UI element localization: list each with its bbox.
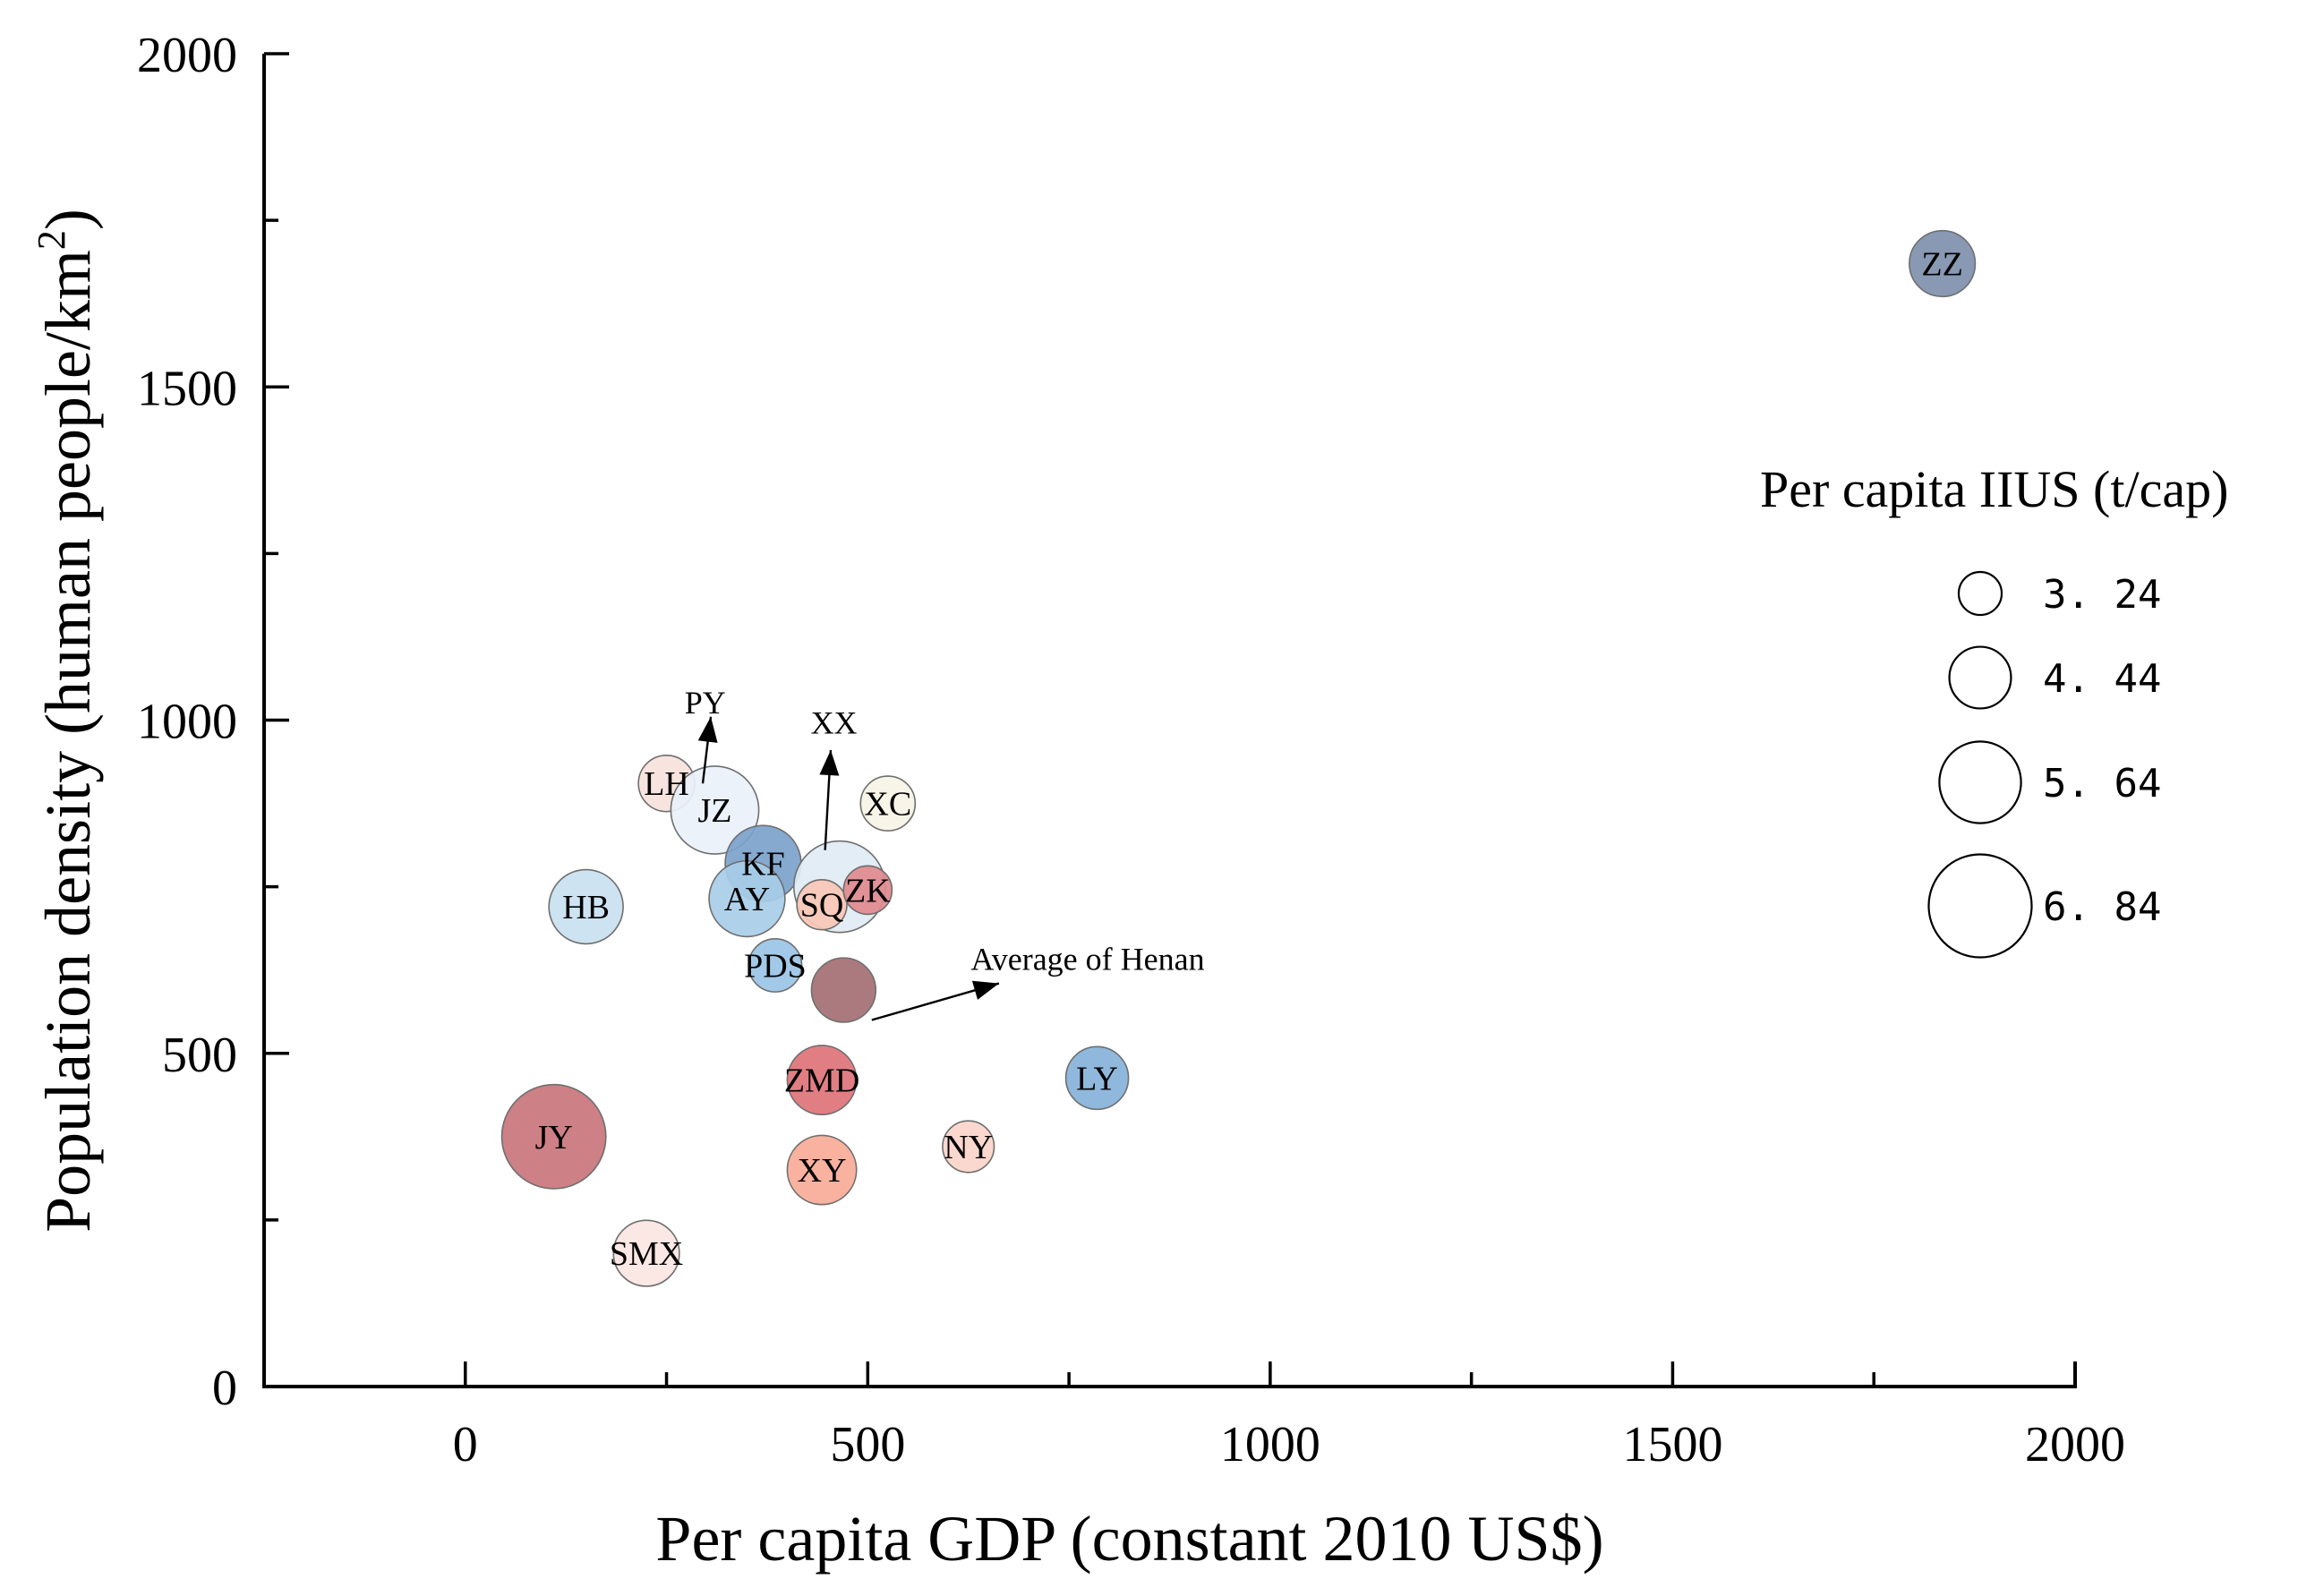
annotation-arrowhead-avg-henan [971, 980, 999, 1000]
annotation-label-xx: XX [811, 704, 858, 740]
bubble-label-ny: NY [944, 1129, 993, 1166]
y-tick-label: 1000 [137, 695, 237, 750]
x-axis-title: Per capita GDP (constant 2010 US$) [655, 1503, 1603, 1575]
y-axis-title: Population density (human people/km2) [30, 209, 104, 1233]
bubble-zmd [786, 1045, 858, 1115]
bubble-label-kf: KF [741, 846, 785, 883]
y-axis-title-main: Population density (human people/km [32, 250, 104, 1233]
legend-circle [1948, 645, 2012, 710]
bubble-hb [548, 868, 624, 945]
annotations-layer: PY XX Average of Henan [685, 685, 1205, 1021]
ticks-layer: 0 500 1000 1500 2000 0 500 1000 1500 2000 [137, 28, 2125, 1472]
bubble-label-xy: XY [798, 1152, 847, 1190]
x-tick-label: 0 [453, 1417, 478, 1472]
bubble-label-hb: HB [562, 889, 610, 926]
bubble-ly [1064, 1046, 1130, 1111]
bubble-label-zmd: ZMD [784, 1063, 859, 1100]
legend-items: 3. 24 4. 44 5. 64 6. 84 [1927, 570, 2161, 959]
legend-circle [1938, 740, 2022, 824]
y-tick-label: 0 [212, 1361, 237, 1416]
x-tick-label: 1500 [1622, 1417, 1722, 1472]
bubble-smx [612, 1219, 680, 1287]
y-axis-title-superscript: 2 [30, 230, 73, 250]
bubble-label-smx: SMX [610, 1235, 683, 1273]
bubble-label-jy: JY [535, 1119, 573, 1156]
bubble-ay [708, 859, 786, 938]
legend-value: 3. 24 [2043, 572, 2161, 618]
size-legend: Per capita IIUS (t/cap) 3. 24 4. 44 5. 64 6… [1760, 460, 2228, 959]
y-tick-label: 2000 [137, 28, 237, 83]
bubble-sq [796, 879, 848, 931]
bubble-pds [747, 938, 803, 993]
bubble-label-sq: SQ [800, 887, 844, 925]
y-tick-label: 1500 [137, 361, 237, 416]
bubble-label-ly: LY [1076, 1060, 1118, 1097]
legend-circle [1927, 853, 2033, 959]
annotation-label-py: PY [685, 685, 726, 721]
legend-value: 4. 44 [2043, 656, 2161, 702]
legend-value: 5. 64 [2043, 761, 2161, 807]
legend-value: 6. 84 [2043, 884, 2161, 930]
bubble-label-pds: PDS [744, 947, 807, 985]
x-tick-label: 500 [830, 1417, 905, 1472]
bubbles-layer [500, 229, 1977, 1287]
legend-circle [1957, 570, 2003, 617]
y-tick-label: 500 [162, 1028, 237, 1083]
bubble-jz [670, 765, 760, 855]
bubble-xc [859, 775, 917, 832]
bubble-label-lh: LH [644, 765, 689, 803]
bubble-label-jz: JZ [698, 792, 732, 830]
bubble-xy [786, 1134, 858, 1206]
bubble-label-ay: AY [724, 881, 770, 918]
bubble-avg [810, 957, 877, 1023]
x-tick-label: 1000 [1220, 1417, 1320, 1472]
bubble-zk [842, 865, 893, 916]
annotation-label-avg-henan: Average of Henan [970, 942, 1204, 977]
legend-title: Per capita IIUS (t/cap) [1760, 460, 2228, 518]
axes-layer [262, 54, 2077, 1388]
bubble-label-zk: ZK [845, 872, 891, 909]
bubble-jy [500, 1083, 607, 1190]
bubble-label-zz: ZZ [1921, 246, 1962, 284]
annotation-arrowhead-py [697, 716, 718, 743]
annotation-arrowhead-xx [819, 750, 840, 776]
y-axis-title-close: ) [32, 209, 104, 230]
x-tick-label: 2000 [2025, 1417, 2125, 1472]
axis-lines [262, 54, 2077, 1388]
bubble-zz [1909, 229, 1977, 298]
bubble-ny [942, 1120, 995, 1174]
bubble-label-xc: XC [864, 786, 911, 824]
